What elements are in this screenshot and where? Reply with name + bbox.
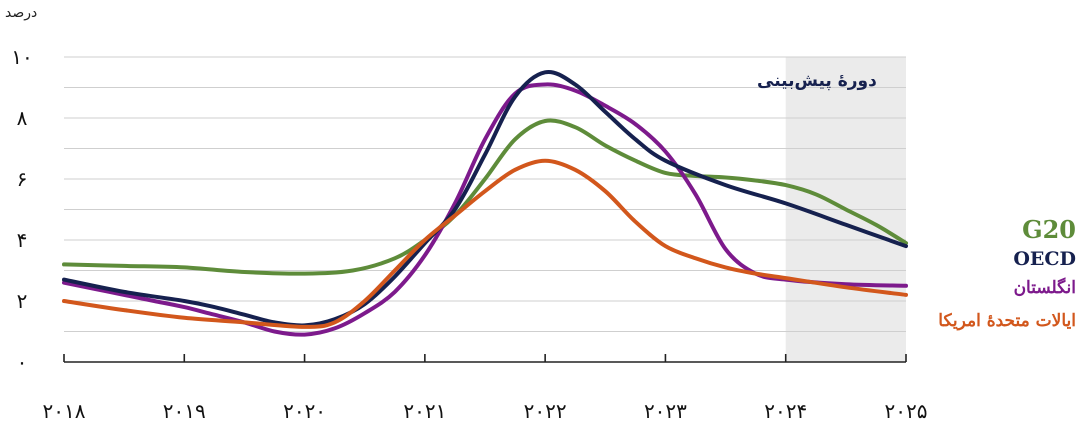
x-tick-label: ۲۰۲۴ [764,399,807,423]
x-tick-label: ۲۰۲۳ [644,399,687,423]
x-tick-label: ۲۰۱۸ [43,399,86,423]
series-lines [62,69,908,337]
series-label: G20 [1022,215,1076,244]
y-unit-label: درصد [5,5,37,21]
y-tick-label: ۶ [17,167,28,191]
series-label: OECD [1013,248,1076,270]
x-tick-label: ۲۰۱۹ [163,399,206,423]
y-tick-label: ۲ [17,289,28,313]
y-tick-label: ۸ [17,106,28,130]
y-tick-label: ۱۰ [11,45,32,69]
series-line [62,69,908,328]
x-axis: ۲۰۱۸ ۲۰۱۹ ۲۰۲۰ ۲۰۲۱ ۲۰۲۲ ۲۰۲۳ ۲۰۲۴ ۲۰۲۵ [43,354,928,423]
series-line [62,82,908,337]
series-label: انگلستان [1014,277,1076,298]
series-labels: G20 OECD انگلستان ایالات متحدهٔ امریکا [938,215,1076,331]
y-tick-labels: ۰ ۲ ۴ ۶ ۸ ۱۰ [11,45,32,374]
forecast-label: دورهٔ پیش‌بینی [757,71,877,91]
series-label: ایالات متحدهٔ امریکا [938,311,1076,331]
series-line [62,158,908,329]
y-tick-label: ۰ [17,350,28,374]
x-tick-label: ۲۰۲۲ [524,399,567,423]
x-tick-label: ۲۰۲۱ [403,399,446,423]
x-tick-label: ۲۰۲۵ [885,399,928,423]
gridlines [64,56,906,332]
y-tick-label: ۴ [17,228,28,252]
series-line [62,118,908,276]
x-tick-label: ۲۰۲۰ [283,399,326,423]
